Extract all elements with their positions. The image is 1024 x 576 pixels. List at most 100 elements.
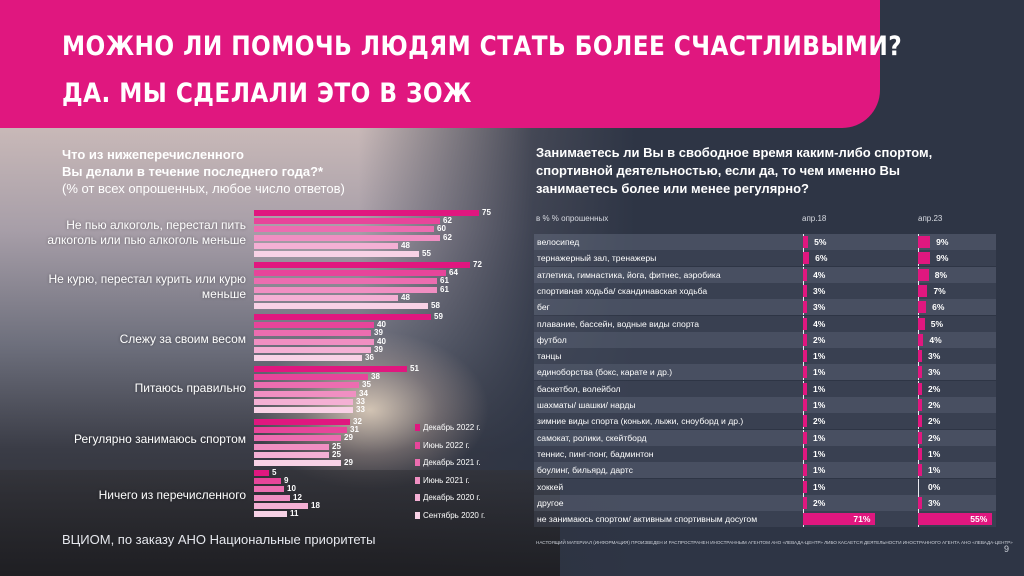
bar [918,431,922,444]
table-row: плавание, бассейн, водные виды спорта 4% 5… [534,315,996,332]
legend-label: Июнь 2022 г. [423,440,470,450]
source-note: ВЦИОМ, по заказу АНО Национальные приори… [62,532,376,547]
data-label: 5% [930,318,944,329]
table-row: футбол 2% 4% [534,331,996,348]
bar [254,398,353,405]
bar [254,502,308,509]
bar [803,496,807,509]
row-label: шахматы/ шашки/ нарды [537,400,636,410]
bar [918,268,929,281]
bar [803,464,807,477]
bar [254,390,356,397]
bar [918,399,922,411]
data-label: 2% [928,383,941,394]
table-row: велосипед 5% 9% [534,234,996,250]
row-label: велосипед [537,237,580,247]
bar [918,236,931,248]
data-label: 9% [936,253,949,264]
data-label: 1% [813,481,826,492]
data-label: 1% [813,448,826,459]
data-label: 61 [440,284,449,294]
data-label: 6% [815,253,828,264]
bar [254,494,290,501]
data-label: 55% [970,514,988,525]
bar [803,333,807,346]
bar [254,486,284,493]
data-label: 2% [813,334,826,345]
table-row: зимние виды спорта (коньки, лыжи, сноубо… [534,413,996,430]
legend-label: Сентябрь 2020 г. [423,510,486,520]
data-label: 62 [443,216,452,226]
bar [254,419,350,425]
row-label: плавание, бассейн, водные виды спорта [537,318,700,329]
data-label: 11 [290,509,299,518]
bar [254,226,434,233]
data-label: 64 [449,268,458,278]
data-label: 1% [813,432,826,443]
bar [803,480,807,493]
data-label: 34 [359,388,368,398]
table-row: хоккей 1% 0% [534,478,996,495]
bar [254,355,362,361]
bar [254,451,329,458]
bar [803,252,810,265]
bar [918,252,931,265]
bar [918,415,922,428]
data-label: 1% [813,351,826,362]
row-label: теннис, пинг-понг, бадминтон [537,448,654,459]
data-label: 3% [928,351,941,362]
table-row: шахматы/ шашки/ нарды 1% 2% [534,397,996,413]
data-label: 1% [813,383,826,394]
data-label: 6% [932,302,945,313]
data-label: 55 [422,249,431,258]
data-label: 40 [377,320,386,330]
table-row: бег 3% 6% [534,299,996,316]
row-label: другое [537,497,564,508]
table-row: теннис, пинг-понг, бадминтон 1% 1% [534,445,996,462]
data-label: 3% [928,497,941,508]
bar [254,407,353,413]
data-label: 1% [928,448,941,459]
bar [254,366,407,372]
data-label: 39 [374,344,383,354]
legend-label: Июнь 2021 г. [423,475,470,485]
bar [803,447,807,460]
row-label: атлетика, гимнастика, йога, фитнес, аэро… [537,269,721,280]
bar [803,366,807,379]
data-label: 0% [928,481,941,492]
data-label: 51 [410,364,419,373]
data-label: 35 [362,380,371,390]
left-question-line1: Что из нижеперечисленного [62,147,244,162]
bar [254,262,470,268]
legend-swatch [415,424,420,431]
data-label: 59 [434,312,443,321]
data-label: 7% [933,285,946,296]
category-label: Регулярно занимаюсь спортом [74,432,246,446]
table-row: не занимаюсь спортом/ активным спортивны… [534,511,996,528]
table-row: единоборства (бокс, карате и др.) 1% 3% [534,364,996,381]
data-label: 10 [287,484,296,494]
title-banner: МОЖНО ЛИ ПОМОЧЬ ЛЮДЯМ СТАТЬ БОЛЕЕ СЧАСТЛ… [0,0,902,128]
bar [254,270,446,277]
row-label: самокат, ролики, скейтборд [537,432,647,443]
bar [918,284,928,297]
bar [918,382,922,395]
legend-swatch [415,441,420,449]
page-title-line2: ДА. МЫ СДЕЛАЛИ ЭТО В ЗОЖ [62,78,472,109]
foreign-agent-disclaimer: НАСТОЯЩИЙ МАТЕРИАЛ (ИНФОРМАЦИЯ) ПРОИЗВЕД… [536,540,1013,545]
bar [254,286,437,293]
table-row: тернажерный зал, тренажеры 6% 9% [534,250,996,267]
legend-swatch [415,511,420,519]
category-label: Не курю, перестал курить или курю меньше [48,272,246,301]
bar [254,294,398,301]
bar [254,374,368,381]
bar [254,278,437,285]
bar [254,470,269,476]
data-label: 71% [853,514,871,525]
row-label: боулинг, бильярд, дартс [537,465,633,476]
bar [254,427,347,434]
bar [918,333,924,346]
table-row: самокат, ролики, скейтборд 1% 2% [534,429,996,446]
bar [254,234,440,241]
legend-swatch [415,476,420,484]
